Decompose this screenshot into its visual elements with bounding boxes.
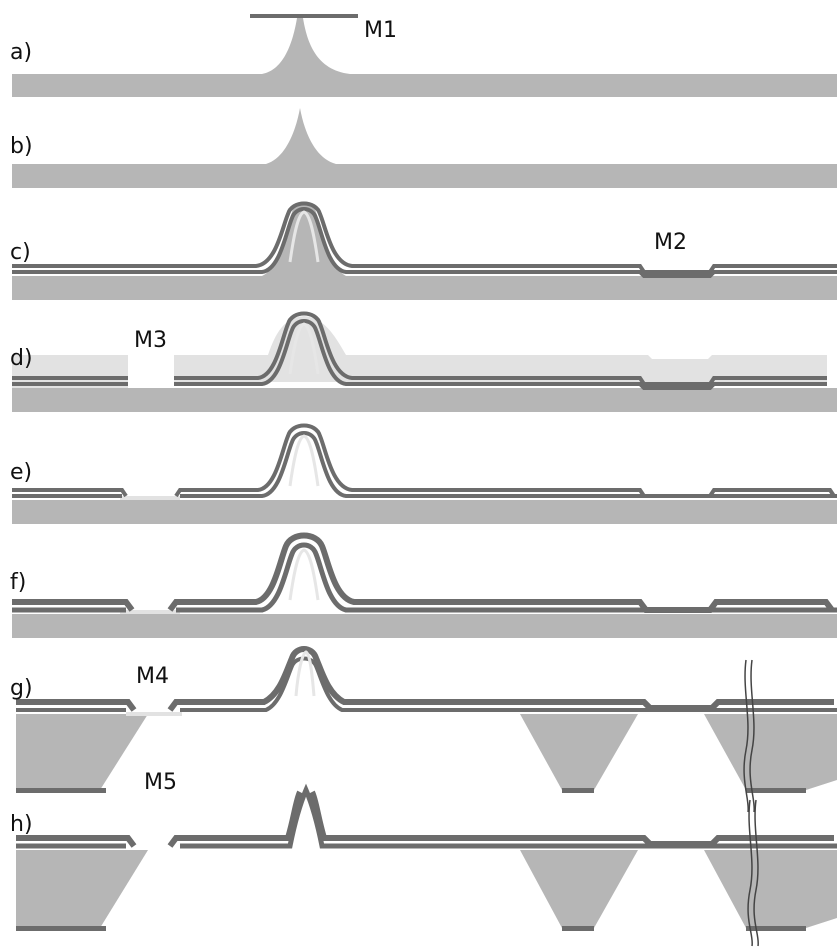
step-h-drawing bbox=[16, 783, 837, 931]
backside-mask-left bbox=[16, 788, 106, 793]
film-layer bbox=[16, 790, 834, 848]
film-layer bbox=[16, 646, 834, 712]
backside-cavity-right bbox=[704, 714, 837, 790]
film-layer-inner bbox=[12, 431, 837, 498]
mask-label-m2: M2 bbox=[654, 230, 687, 255]
film-layer-inner bbox=[16, 656, 837, 712]
step-label-d: d) bbox=[10, 346, 33, 371]
film-layer-inner bbox=[12, 542, 837, 613]
substrate bbox=[12, 388, 837, 412]
step-label-g: g) bbox=[10, 676, 33, 701]
step-label-a: a) bbox=[10, 40, 33, 65]
backside-mask-middle bbox=[562, 926, 594, 931]
break-mark-g bbox=[743, 659, 756, 813]
mask-label-m4: M4 bbox=[136, 664, 169, 689]
mask-label-m1: M1 bbox=[364, 18, 397, 43]
substrate bbox=[12, 614, 837, 638]
step-e-drawing bbox=[12, 423, 837, 524]
step-label-e: e) bbox=[10, 460, 33, 485]
coated-tip bbox=[262, 201, 346, 276]
etched-opening bbox=[120, 496, 180, 500]
film-light-core bbox=[294, 650, 316, 697]
film-layer bbox=[12, 532, 835, 613]
step-a-drawing bbox=[12, 14, 837, 97]
substrate bbox=[12, 500, 837, 524]
film-layer bbox=[12, 201, 837, 274]
step-b-drawing bbox=[12, 108, 837, 188]
backside-mask-right bbox=[746, 788, 806, 793]
substrate-with-tip bbox=[12, 18, 837, 97]
step-label-h: h) bbox=[10, 812, 33, 837]
mask-label-m5: M5 bbox=[144, 770, 177, 795]
film-layer-inner bbox=[16, 783, 837, 849]
substrate bbox=[12, 276, 837, 300]
film-light-core bbox=[288, 322, 320, 375]
step-label-b: b) bbox=[10, 134, 33, 159]
backside-cavity-left bbox=[16, 850, 148, 928]
break-mark-h bbox=[747, 799, 759, 947]
film-layer bbox=[12, 311, 827, 386]
backside-cavity-middle bbox=[520, 714, 638, 790]
mask-m1-bar bbox=[250, 14, 358, 18]
substrate-with-tip bbox=[12, 108, 837, 188]
step-f-drawing bbox=[12, 532, 837, 638]
film-layer bbox=[12, 423, 836, 498]
resist-layer bbox=[12, 316, 827, 390]
backside-mask-middle bbox=[562, 788, 594, 793]
step-label-c: c) bbox=[10, 240, 31, 265]
membrane-light bbox=[126, 712, 182, 716]
mask-label-m3: M3 bbox=[134, 328, 167, 353]
step-d-drawing bbox=[12, 311, 837, 412]
backside-cavity-right bbox=[704, 850, 837, 928]
backside-cavity-middle bbox=[520, 850, 638, 928]
film-layer-inner bbox=[12, 319, 827, 390]
film-light-core bbox=[288, 548, 320, 601]
step-g-drawing bbox=[16, 646, 837, 793]
film-light-core bbox=[288, 210, 320, 263]
backside-mask-right bbox=[746, 926, 806, 931]
backside-cavity-left bbox=[16, 714, 148, 790]
step-c-drawing bbox=[12, 201, 837, 300]
step-label-f: f) bbox=[10, 570, 27, 595]
film-layer-inner bbox=[12, 207, 837, 278]
film-light-core bbox=[288, 434, 320, 487]
etched-opening bbox=[120, 610, 180, 614]
backside-mask-left bbox=[16, 926, 106, 931]
